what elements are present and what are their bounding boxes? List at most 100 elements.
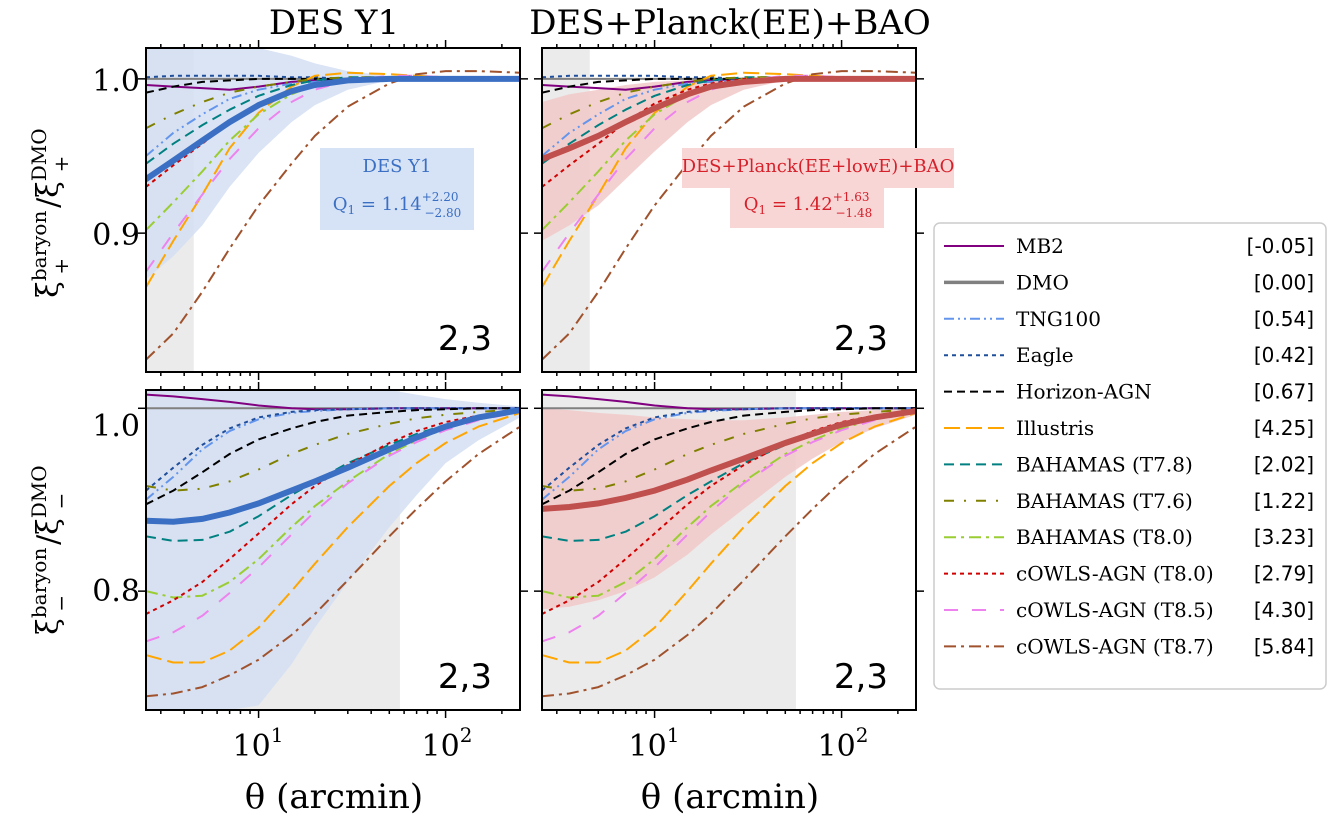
series-line-bahamas-t8-0- <box>542 410 916 599</box>
legend-value: [4.30] <box>1254 598 1314 622</box>
axes-frame <box>145 47 521 373</box>
legend-item: cOWLS-AGN (T8.7) [5.84] <box>944 634 1314 658</box>
xtick-left-100: 102 <box>422 723 473 764</box>
series-line-cowls-agn-t8-0- <box>542 409 916 615</box>
axes-frame <box>541 47 917 373</box>
col-title-desy1: DES Y1 <box>269 3 399 43</box>
xtick-right-100: 102 <box>818 723 869 764</box>
panel-label: 2,3 <box>438 657 492 697</box>
series-line-horizon-agn <box>146 407 520 506</box>
series-line-horizon-agn <box>542 407 916 506</box>
series-line-illustris <box>146 411 520 664</box>
legend-value: [5.84] <box>1254 634 1314 658</box>
svg-text:102: 102 <box>818 723 869 764</box>
ytick-bottom-2: 0.8 <box>92 574 140 609</box>
svg-text:102: 102 <box>422 723 473 764</box>
xlabel-right: θ (arcmin) <box>641 777 819 817</box>
legend-label: DMO <box>1016 270 1069 294</box>
legend-value: [0.42] <box>1254 343 1314 367</box>
legend-value: [4.25] <box>1254 416 1314 440</box>
legend-label: cOWLS-AGN (T8.5) <box>1016 598 1214 622</box>
xtick-right-10: 101 <box>629 723 680 764</box>
series-line-cowls-agn-t8-7- <box>542 425 916 698</box>
legend-item: MB2 [-0.05] <box>944 234 1314 258</box>
svg-text:101: 101 <box>629 723 680 764</box>
legend-item: BAHAMAS (T7.8) [2.02] <box>944 452 1314 476</box>
legend-label: BAHAMAS (T8.0) <box>1016 525 1193 549</box>
xlabel-left: θ (arcmin) <box>245 777 423 817</box>
legend-label: BAHAMAS (T7.8) <box>1016 452 1193 476</box>
axes-frame <box>145 389 521 711</box>
series-line-cowls-agn-t8-0- <box>146 409 520 615</box>
series-line-eagle <box>542 407 916 492</box>
legend-label: cOWLS-AGN (T8.7) <box>1016 634 1214 658</box>
svg-text:DES Y1: DES Y1 <box>363 156 432 177</box>
legend-item: cOWLS-AGN (T8.5) [4.30] <box>944 598 1314 622</box>
series-line-cowls-agn-t8-5- <box>542 74 916 273</box>
svg-text:ξbaryon−/ξDMO−: ξbaryon−/ξDMO− <box>27 465 73 634</box>
legend-item: cOWLS-AGN (T8.0) [2.79] <box>944 562 1314 586</box>
posterior-mean-line <box>542 75 916 163</box>
panel-xi-minus-desplanck: 2,3 <box>534 382 924 718</box>
posterior-band <box>146 48 520 280</box>
series-line-cowls-agn-t8-7- <box>146 425 520 698</box>
legend-item: Horizon-AGN [0.67] <box>944 380 1314 404</box>
legend-value: [-0.05] <box>1247 234 1314 258</box>
svg-text:101: 101 <box>233 723 284 764</box>
legend-label: Illustris <box>1016 416 1094 440</box>
panel-xi-plus-desplanck: 2,3 <box>534 40 924 380</box>
legend-item: Eagle [0.42] <box>944 343 1314 367</box>
annotation-desy1: DES Y1 Q1 = 1.14+2.20 −2.80 <box>320 148 474 230</box>
legend-item: Illustris [4.25] <box>944 416 1314 440</box>
posterior-mean-line <box>542 408 916 512</box>
panel-label: 2,3 <box>438 319 492 359</box>
series-line-illustris <box>542 411 916 664</box>
posterior-band <box>146 390 520 710</box>
legend-label: cOWLS-AGN (T8.0) <box>1016 562 1214 586</box>
series-line-cowls-agn-t8-5- <box>146 74 520 273</box>
annotation-desplanck: DES+Planck(EE+lowE)+BAO Q1 = 1.42+1.63 −1… <box>682 148 955 228</box>
series-line-cowls-agn-t8-5- <box>146 410 520 643</box>
legend-value: [2.79] <box>1254 562 1314 586</box>
legend-value: [1.22] <box>1254 489 1314 513</box>
legend-value: [0.00] <box>1254 270 1314 294</box>
ylabel-xi-plus: ξbaryon+/ξDMO+ <box>27 128 73 297</box>
legend-label: Eagle <box>1016 343 1074 367</box>
axes-frame <box>541 389 917 711</box>
legend-value: [0.67] <box>1254 380 1314 404</box>
legend-item: DMO [0.00] <box>944 270 1314 294</box>
ytick-top-2: 0.9 <box>92 218 140 253</box>
svg-text:DES+Planck(EE+lowE)+BAO: DES+Planck(EE+lowE)+BAO <box>682 156 955 177</box>
svg-text:Q1 = 1.42+1.63−1.48: Q1 = 1.42+1.63 −1.48 <box>744 190 873 220</box>
panel-xi-minus-desy1: 2,3 <box>138 382 528 718</box>
legend: MB2 [-0.05] DMO [0.00] TNG100 [0.54] Eagle [0.4… <box>933 222 1327 690</box>
legend-label: TNG100 <box>1016 307 1101 331</box>
series-line-cowls-agn-t8-7- <box>146 70 520 361</box>
legend-value: [2.02] <box>1254 452 1314 476</box>
panel-xi-plus-desy1: 2,3 <box>138 40 528 380</box>
legend-value: [3.23] <box>1254 525 1314 549</box>
posterior-mean-line <box>146 407 520 525</box>
ytick-bottom-1: 1.0 <box>92 409 140 444</box>
xtick-left-10: 101 <box>233 723 284 764</box>
col-title-desplanck: DES+Planck(EE)+BAO <box>529 3 931 43</box>
ytick-top-1: 1.0 <box>92 64 140 99</box>
svg-text:Q1 = 1.14+2.20−2.80: Q1 = 1.14+2.20 −2.80 <box>333 190 462 220</box>
legend-item: TNG100 [0.54] <box>944 307 1314 331</box>
legend-label: BAHAMAS (T7.6) <box>1016 489 1193 513</box>
legend-label: Horizon-AGN <box>1016 380 1152 404</box>
series-line-cowls-agn-t8-5- <box>542 410 916 643</box>
posterior-mean-line <box>146 75 520 183</box>
panel-label: 2,3 <box>834 319 888 359</box>
ylabel-xi-minus: ξbaryon−/ξDMO− <box>27 465 73 634</box>
legend-label: MB2 <box>1016 234 1064 258</box>
posterior-band <box>542 408 916 610</box>
legend-value: [0.54] <box>1254 307 1314 331</box>
legend-item: BAHAMAS (T7.6) [1.22] <box>944 489 1314 513</box>
legend-item: BAHAMAS (T8.0) [3.23] <box>944 525 1314 549</box>
panel-label: 2,3 <box>834 657 888 697</box>
series-line-cowls-agn-t8-7- <box>542 70 916 361</box>
svg-text:ξbaryon+/ξDMO+: ξbaryon+/ξDMO+ <box>27 128 73 297</box>
series-line-eagle <box>146 407 520 492</box>
